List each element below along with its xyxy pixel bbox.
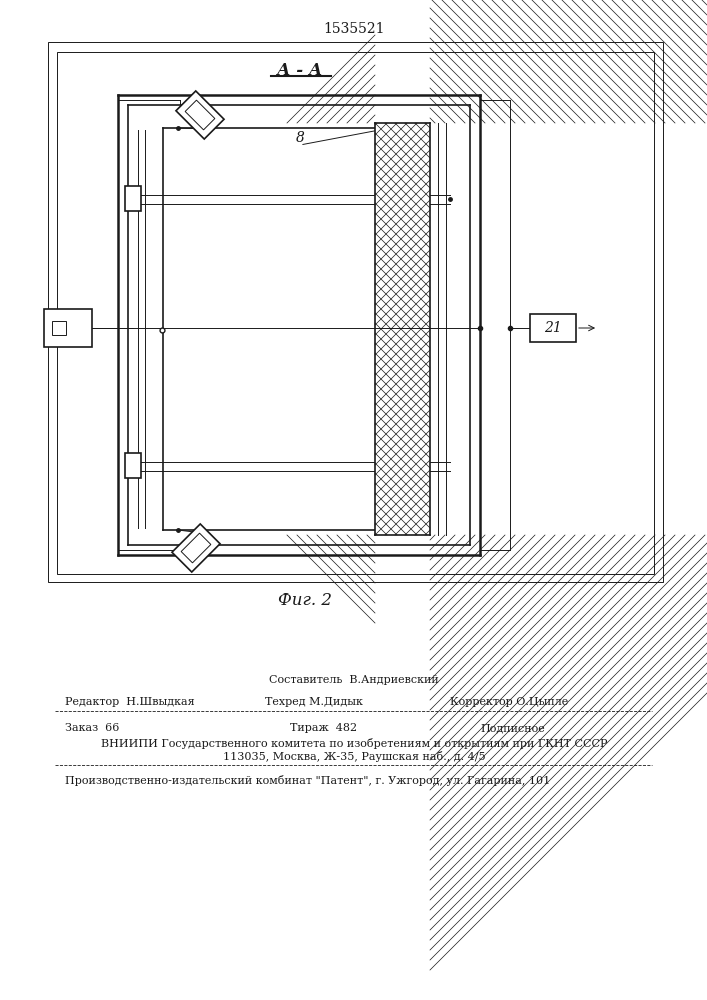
Text: Корректор О.Цыпле: Корректор О.Цыпле [450,697,568,707]
Text: 113035, Москва, Ж-35, Раушская наб., д. 4/5: 113035, Москва, Ж-35, Раушская наб., д. … [223,751,485,762]
Text: ВНИИПИ Государственного комитета по изобретениям и открытиям при ГКНТ СССР: ВНИИПИ Государственного комитета по изоб… [101,738,607,749]
Bar [44,309,92,347]
Text: Техред М.Дидык: Техред М.Дидык [265,697,363,707]
Polygon shape [181,533,211,563]
Bar [125,453,141,478]
Polygon shape [172,524,220,572]
Text: Подписное: Подписное [480,723,545,733]
Bar [125,186,141,211]
Text: Составитель  В.Андриевский: Составитель В.Андриевский [269,675,439,685]
Text: 1535521: 1535521 [323,22,385,36]
Bar [52,321,66,335]
Text: Производственно-издательский комбинат "Патент", г. Ужгород, ул. Гагарина, 101: Производственно-издательский комбинат "П… [65,775,550,786]
Bar [375,123,430,535]
Text: 8: 8 [296,131,305,145]
Text: Редактор  Н.Швыдкая: Редактор Н.Швыдкая [65,697,194,707]
Text: Тираж  482: Тираж 482 [290,723,357,733]
Polygon shape [176,91,224,139]
Text: А - А: А - А [277,62,322,79]
Bar [530,314,576,342]
Text: Фиг. 2: Фиг. 2 [278,592,332,609]
Text: 21: 21 [544,321,562,335]
Text: Заказ  66: Заказ 66 [65,723,119,733]
Polygon shape [185,100,215,130]
Bar [57,52,654,574]
Bar [48,42,663,582]
